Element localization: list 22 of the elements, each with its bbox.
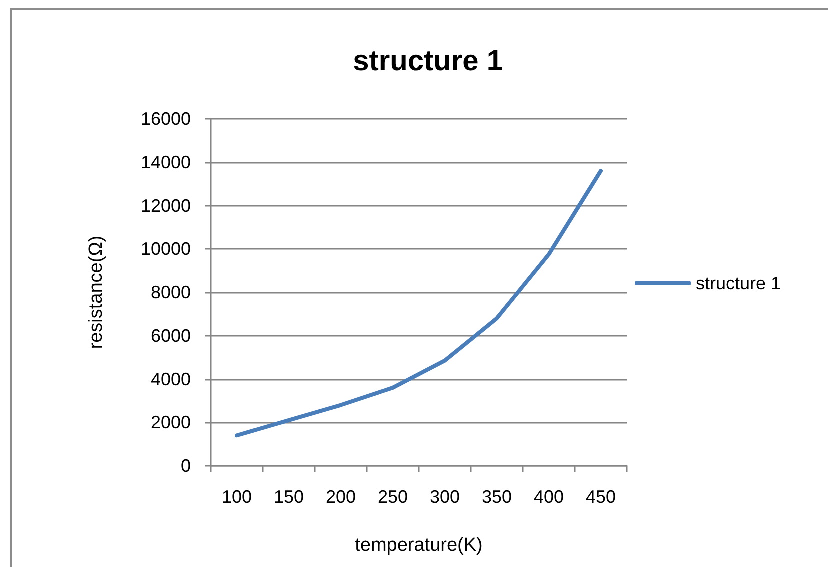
x-tick-label: 450 bbox=[586, 487, 616, 507]
y-tick-label: 14000 bbox=[140, 152, 191, 172]
y-axis-title: resistance(Ω) bbox=[86, 236, 107, 350]
x-tick-label: 300 bbox=[430, 487, 460, 507]
y-tick-label: 2000 bbox=[150, 412, 191, 433]
x-tick-label: 200 bbox=[326, 487, 356, 507]
y-tick-label: 0 bbox=[180, 456, 191, 476]
x-tick-label: 250 bbox=[378, 487, 408, 507]
x-tick-label: 400 bbox=[534, 487, 564, 507]
legend-label: structure 1 bbox=[696, 274, 782, 294]
x-tick-label: 150 bbox=[274, 487, 304, 507]
chart-title: structure 1 bbox=[353, 46, 503, 78]
y-tick-label: 12000 bbox=[140, 196, 191, 216]
x-tick-label: 350 bbox=[482, 487, 512, 507]
y-tick-label: 10000 bbox=[140, 239, 191, 260]
x-tick-label: 100 bbox=[222, 487, 252, 507]
line-series bbox=[235, 169, 603, 438]
y-tick-label: 8000 bbox=[150, 282, 191, 302]
y-tick-label: 4000 bbox=[150, 369, 191, 390]
x-axis-title: temperature(K) bbox=[355, 535, 483, 556]
y-tick-label: 6000 bbox=[150, 326, 191, 346]
y-tick-label: 16000 bbox=[140, 109, 191, 129]
